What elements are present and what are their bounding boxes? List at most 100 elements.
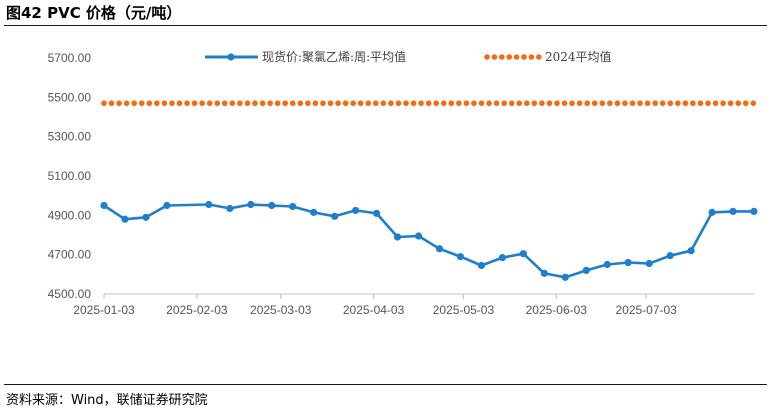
legend-series-label: 现货价:聚氯乙烯:周:平均值 <box>262 49 406 64</box>
average-dot <box>342 100 349 107</box>
average-dot <box>214 100 221 107</box>
average-dot <box>327 100 334 107</box>
series-point <box>163 201 171 210</box>
series-point <box>750 207 758 215</box>
average-dot <box>146 100 153 107</box>
average-dot <box>675 100 681 107</box>
average-dot <box>373 100 379 107</box>
series-point <box>729 207 737 215</box>
average-dot <box>176 100 183 107</box>
average-dot <box>410 100 417 107</box>
average-dot <box>478 100 485 107</box>
series-point <box>561 273 569 281</box>
average-dot <box>712 100 719 107</box>
average-dot <box>524 100 530 107</box>
average-dot <box>750 100 757 107</box>
average-dot <box>131 100 137 107</box>
x-tick-label: 2025-01-03 <box>73 303 135 317</box>
series-point <box>289 202 297 211</box>
average-dot <box>425 100 432 107</box>
series-point <box>268 201 276 210</box>
series-point <box>708 208 716 216</box>
average-dot <box>161 100 168 107</box>
series-point <box>624 258 632 267</box>
average-dot <box>735 100 741 107</box>
average-dot <box>335 100 341 107</box>
average-dot <box>539 100 545 107</box>
legend-average-dot <box>499 54 505 60</box>
average-dot <box>350 100 356 107</box>
average-dot <box>637 100 643 107</box>
series-point <box>666 252 674 260</box>
source-note: 资料来源：Wind，联储证券研究院 <box>6 393 208 408</box>
average-dot <box>667 100 674 107</box>
average-dot <box>584 100 590 107</box>
average-dot <box>607 100 613 107</box>
legend-average-dot <box>536 54 542 60</box>
legend-average-dot <box>484 54 490 60</box>
series-point <box>100 201 108 210</box>
y-tick-label: 4500.00 <box>48 287 92 301</box>
series-line <box>103 203 754 279</box>
average-dot <box>282 100 289 107</box>
figure-title: 图42 PVC 价格（元/吨） <box>6 4 182 22</box>
y-tick-label: 4900.00 <box>48 208 92 222</box>
average-dot <box>569 100 575 107</box>
average-dot <box>229 100 236 107</box>
average-dot <box>297 100 304 107</box>
series-point <box>582 266 590 274</box>
legend-series-marker <box>227 53 235 61</box>
average-dot <box>440 100 447 107</box>
average-dot <box>116 100 122 107</box>
y-tick-label: 4700.00 <box>48 248 92 262</box>
average-dot <box>720 100 726 107</box>
average-dot <box>463 100 470 107</box>
average-dot <box>289 100 296 107</box>
title-rule <box>4 25 767 26</box>
average-line-group <box>101 100 757 107</box>
average-dot <box>252 100 258 107</box>
average-dot <box>357 100 364 107</box>
average-dot <box>690 100 696 107</box>
average-dot <box>561 100 568 107</box>
legend-average-dot <box>521 54 527 60</box>
average-dot <box>456 100 462 107</box>
series-point <box>121 215 129 223</box>
series-point <box>414 232 423 240</box>
series-point <box>435 245 444 253</box>
series-point <box>477 261 486 270</box>
legend-average-dot <box>491 54 498 60</box>
series-point <box>331 212 339 220</box>
average-dot <box>184 100 190 107</box>
average-dot <box>244 100 251 107</box>
average-dot <box>403 100 409 107</box>
average-dot <box>493 100 500 107</box>
y-tick-label: 5700.00 <box>48 51 92 65</box>
legend-average-dot <box>513 54 520 60</box>
average-dot <box>516 100 523 107</box>
average-dot <box>169 100 175 107</box>
series-point <box>226 204 234 213</box>
legend-average-swatch <box>484 54 542 60</box>
average-dot <box>697 100 704 107</box>
average-dot <box>222 100 228 107</box>
series-point <box>540 269 548 277</box>
average-dot <box>554 100 560 107</box>
average-dot <box>546 100 553 107</box>
average-dot <box>727 100 734 107</box>
y-tick-labels: 5700.00 5500.00 5300.00 5100.00 4900.00 4700.… <box>48 51 92 301</box>
series-point <box>687 247 695 255</box>
average-dot <box>305 100 311 107</box>
series-point <box>519 250 527 258</box>
legend-average-label: 2024平均值 <box>545 49 612 64</box>
source-rule <box>4 384 767 385</box>
average-dot <box>237 100 243 107</box>
series-point <box>645 259 653 268</box>
pvc-price-chart: 5700.00 5500.00 5300.00 5100.00 4900.00 4700.… <box>48 49 758 317</box>
average-dot <box>501 100 507 107</box>
average-dot <box>138 100 145 107</box>
average-dot <box>644 100 651 107</box>
series-point <box>142 213 150 221</box>
average-dot <box>742 100 749 107</box>
series-point <box>310 208 318 216</box>
